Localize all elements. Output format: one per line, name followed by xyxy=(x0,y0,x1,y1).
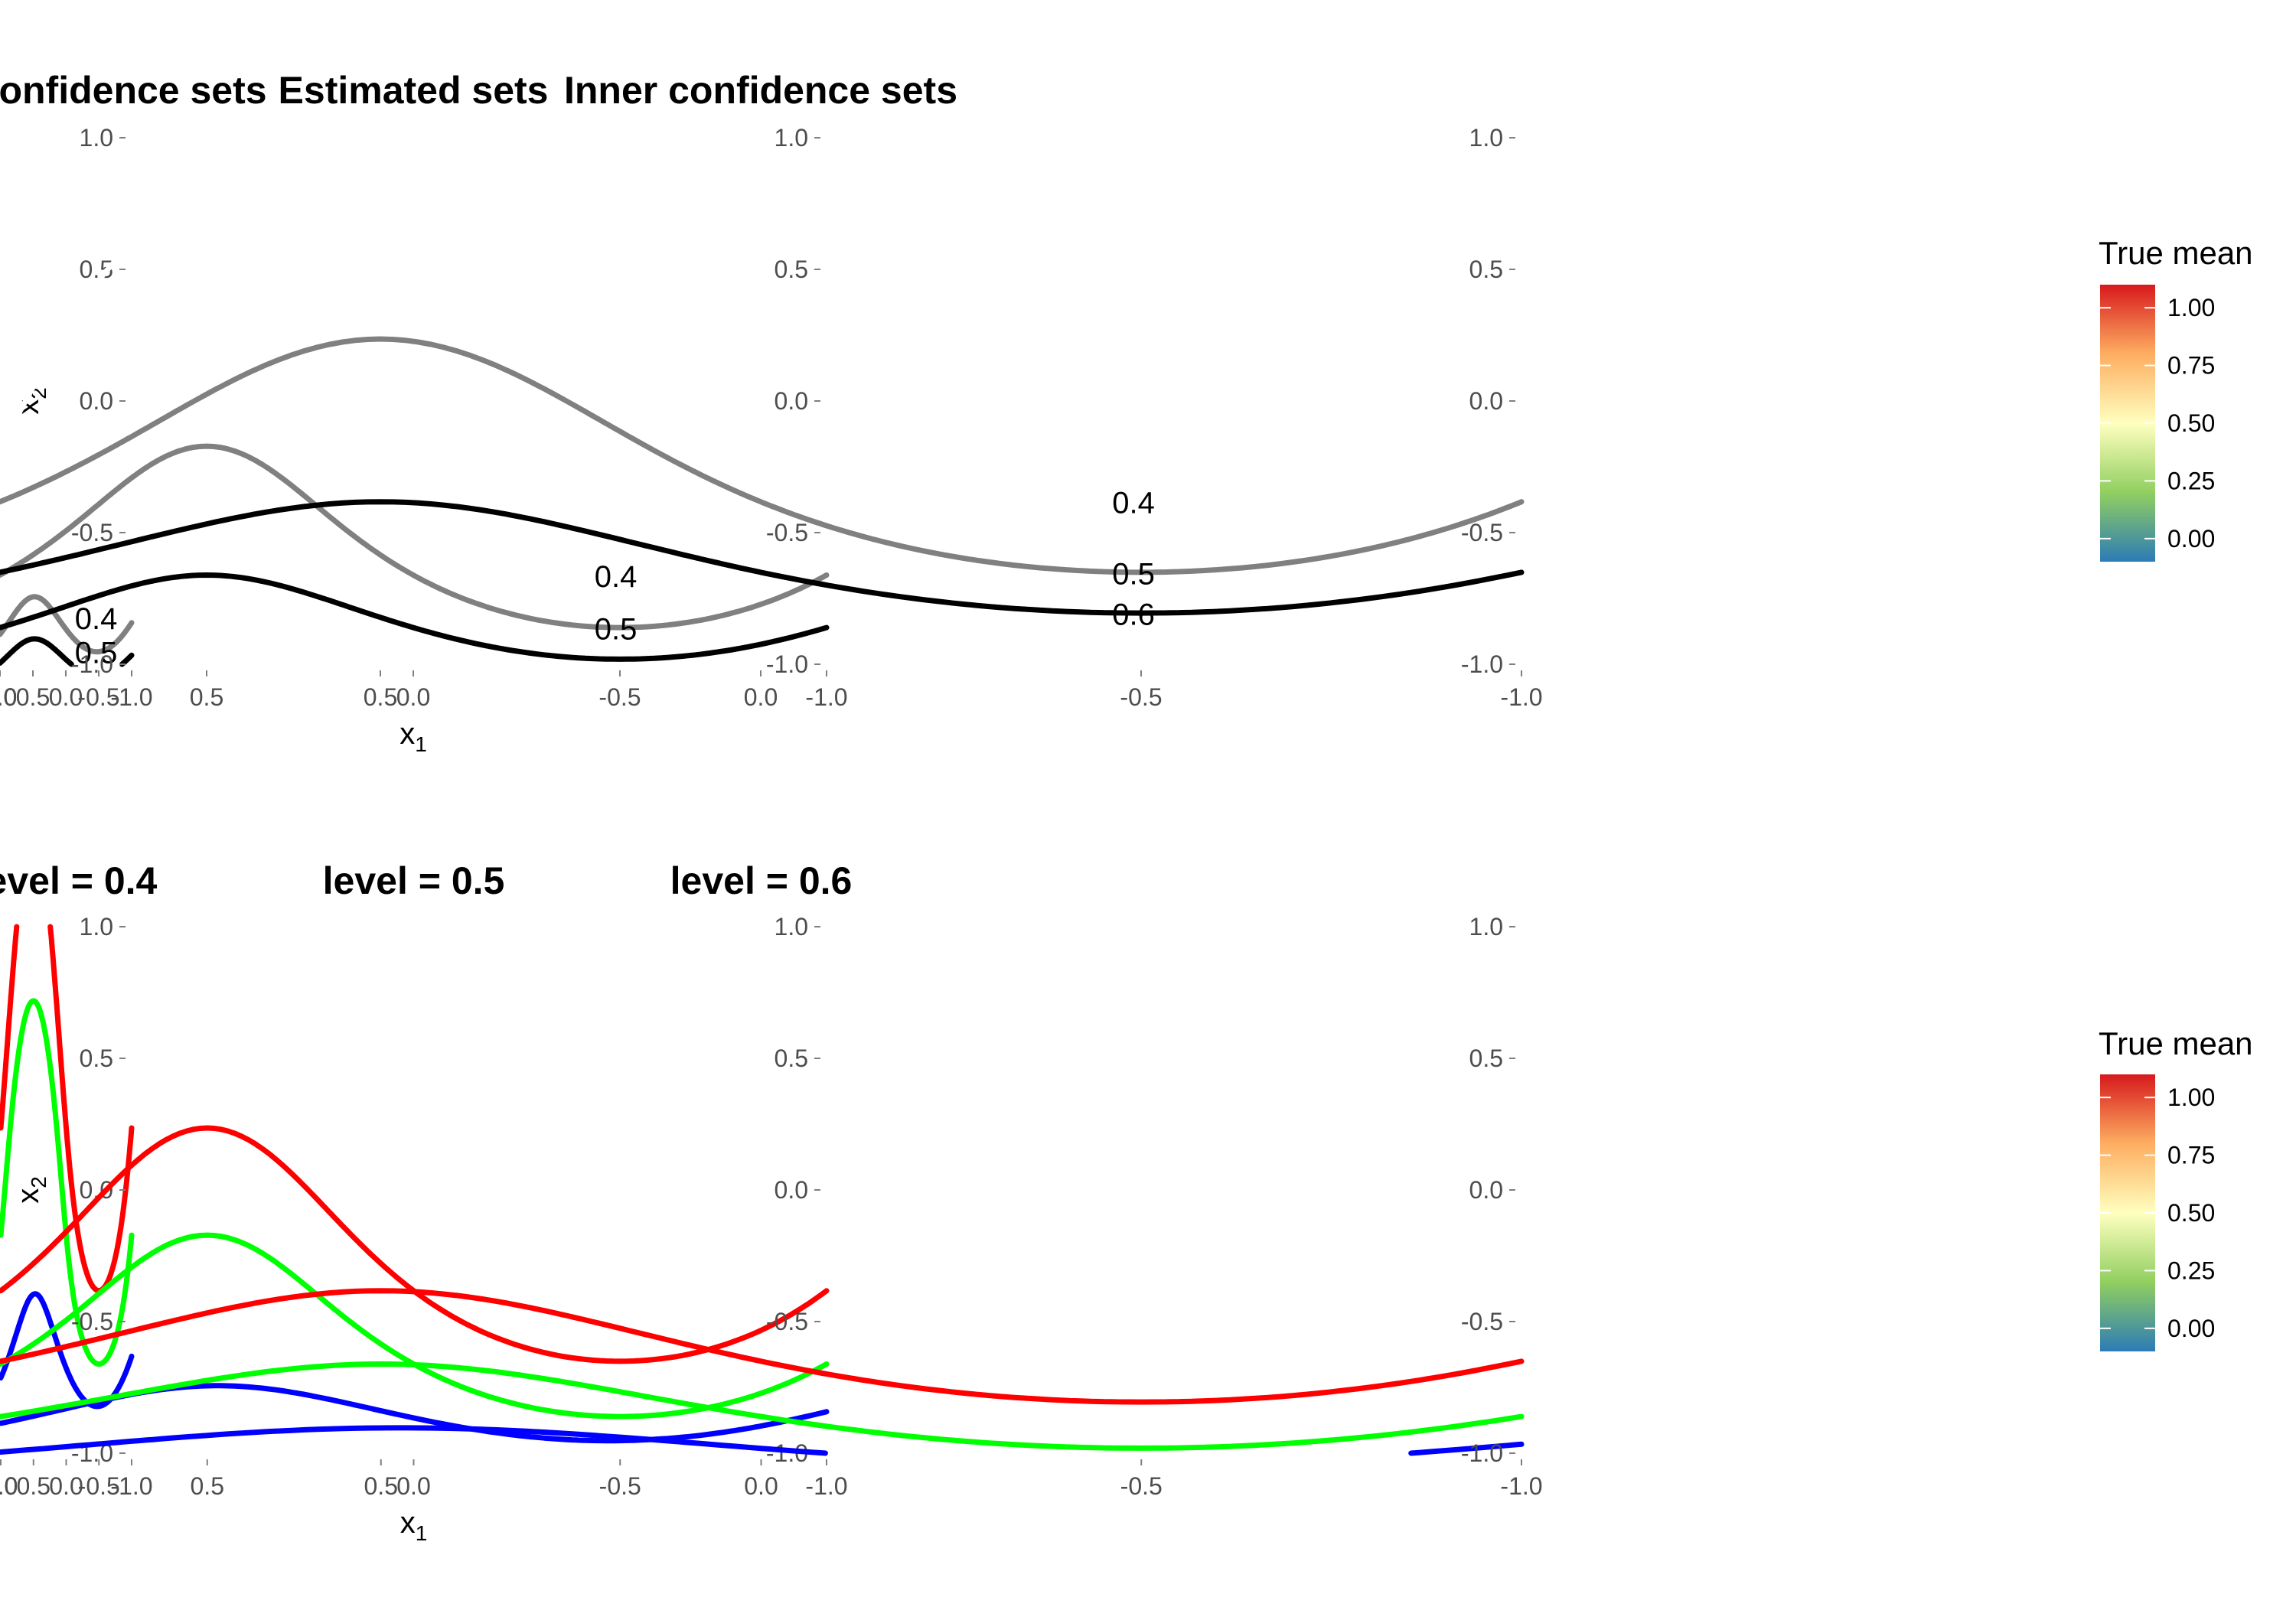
panel-1: Outer confidence sets0.40.5-1.0-0.50.00.… xyxy=(0,69,267,711)
y-tick-label: 1.0 xyxy=(80,124,113,152)
panel-2: Estimated sets0.40.5-1.0-0.50.00.51.0-1.… xyxy=(0,69,848,756)
x-tick-label: -1.0 xyxy=(110,683,152,711)
x-tick-label: 0.0 xyxy=(49,683,83,711)
contour-label: 0.4 xyxy=(75,602,118,636)
y-tick-label: 0.0 xyxy=(80,387,113,415)
y-tick-label: -1.0 xyxy=(71,650,113,678)
contour-label: 0.5 xyxy=(75,637,118,670)
x-tick-label: -0.5 xyxy=(77,683,119,711)
x-tick-label: 0.5 xyxy=(16,683,50,711)
panel-title: Outer confidence sets xyxy=(0,69,267,112)
x-tick-label: 1.0 xyxy=(0,683,17,711)
panel-title: Estimated sets xyxy=(279,69,549,112)
contour-line xyxy=(0,636,135,667)
